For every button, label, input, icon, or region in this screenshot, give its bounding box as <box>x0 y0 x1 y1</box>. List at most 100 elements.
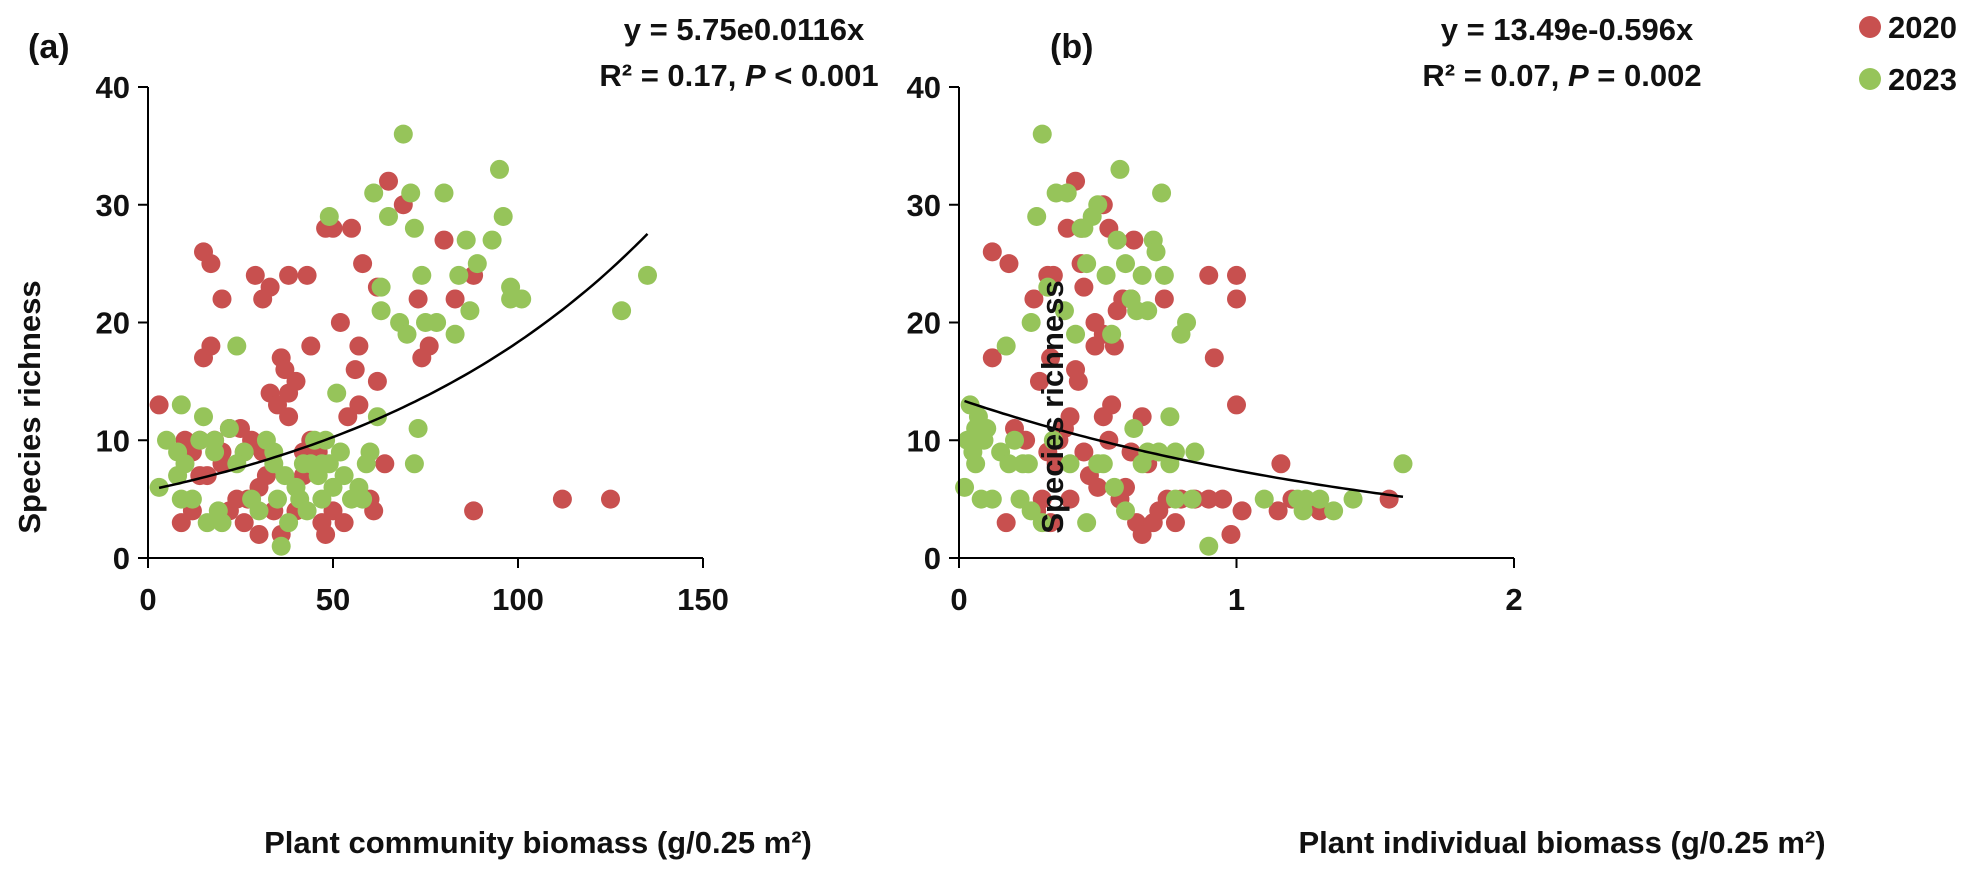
point-2023-b <box>1124 418 1144 438</box>
point-2023-a <box>456 230 476 250</box>
point-2023-b <box>1138 301 1158 321</box>
point-2020-a <box>316 524 336 544</box>
point-2023-a <box>379 207 398 227</box>
x-tick-label-b: 1 <box>1228 582 1245 617</box>
point-2023-a <box>297 501 317 521</box>
point-2023-a <box>404 218 424 238</box>
y-tick-label-a: 40 <box>96 70 130 105</box>
point-2020-b <box>996 513 1016 533</box>
point-2023-a <box>227 336 247 356</box>
point-2023-b <box>1154 265 1174 285</box>
point-2020-b <box>1046 454 1066 474</box>
point-2020-b <box>1060 407 1080 427</box>
point-2023-b <box>1043 430 1063 450</box>
point-2023-b <box>1027 207 1047 227</box>
axes-a <box>138 86 704 568</box>
point-2023-b <box>1018 454 1038 474</box>
point-2020-b <box>1029 371 1049 391</box>
point-2023-b <box>1077 254 1097 274</box>
point-2020-a <box>375 454 395 474</box>
point-2023-a <box>445 324 465 344</box>
point-2023-a <box>371 301 391 321</box>
x-axis-title-b: Plant individual biomass (g/0.25 m²) <box>1298 825 1825 860</box>
point-2020-b <box>1068 371 1088 391</box>
point-2020-a <box>434 230 454 250</box>
point-2023-a <box>490 159 509 179</box>
point-2023-b <box>1310 489 1330 509</box>
point-2023-a <box>271 536 291 556</box>
point-2023-a <box>612 301 632 321</box>
point-2020-a <box>334 513 354 533</box>
point-2023-b <box>1021 501 1041 521</box>
point-2020-b <box>1227 289 1246 309</box>
y-tick-label-b: 10 <box>907 423 941 458</box>
legend-label-2023: 2023 <box>1888 62 1957 97</box>
point-2020-b <box>1041 348 1061 368</box>
point-2023-a <box>434 183 454 203</box>
p-value-a: < 0.001 <box>766 58 879 93</box>
point-2023-b <box>1177 313 1197 332</box>
point-2023-a <box>512 289 532 309</box>
point-2023-a <box>219 418 239 438</box>
point-2020-a <box>445 289 465 309</box>
point-2023-b <box>1054 301 1074 321</box>
point-2020-b <box>1154 289 1174 309</box>
y-tick-label-a: 30 <box>96 188 130 223</box>
legend: 2020 2023 <box>1859 10 1957 97</box>
point-2020-b <box>1213 489 1233 509</box>
point-2023-a <box>449 265 469 285</box>
point-2023-b <box>1060 454 1080 474</box>
point-2023-b <box>1199 536 1219 556</box>
point-2023-a <box>467 254 487 274</box>
point-2023-a <box>330 442 350 462</box>
point-2020-b <box>1060 489 1080 509</box>
point-2023-a <box>404 454 424 474</box>
point-2020-b <box>1165 513 1185 533</box>
point-2023-a <box>412 265 432 285</box>
point-2020-b <box>1199 265 1219 285</box>
point-2020-a <box>301 336 321 356</box>
point-2023-b <box>1066 324 1086 344</box>
point-2023-a <box>460 301 480 321</box>
point-2023-a <box>327 383 347 403</box>
point-2023-a <box>371 277 391 297</box>
x-tick-labels-a: 0 50 100 150 <box>139 582 728 617</box>
point-2023-b <box>1165 489 1185 509</box>
stats-a: R² = 0.17, P < 0.001 <box>599 58 878 93</box>
y-tick-label-b: 40 <box>907 70 941 105</box>
point-2020-b <box>1124 230 1144 250</box>
point-2023-b <box>1132 265 1152 285</box>
point-2023-b <box>1116 501 1135 521</box>
point-2023-b <box>1160 407 1180 427</box>
y-axis-title-a: Species richness <box>12 280 47 533</box>
point-2020-a <box>464 501 484 521</box>
x-tick-label-a: 150 <box>677 582 729 617</box>
point-2023-a <box>279 513 299 533</box>
point-2023-a <box>364 183 384 203</box>
point-2023-a <box>401 183 421 203</box>
x-tick-label-a: 50 <box>316 582 350 617</box>
point-2023-b <box>1185 442 1205 462</box>
point-2020-a <box>234 513 254 533</box>
point-2023-a <box>175 454 195 474</box>
x-tick-label-a: 0 <box>139 582 156 617</box>
y-tick-label-a: 0 <box>113 541 130 576</box>
panel-b: (b) y = 13.49e-0.596x R² = 0.07, P = 0.0… <box>907 12 1826 860</box>
point-2020-b <box>1088 477 1108 497</box>
y-tick-label-a: 20 <box>96 306 130 341</box>
point-2020-b <box>1268 501 1288 521</box>
point-2023-a <box>205 442 225 462</box>
points-a <box>149 124 657 556</box>
x-tick-label-a: 100 <box>492 582 544 617</box>
point-2023-b <box>1057 183 1077 203</box>
point-2020-a <box>342 218 361 238</box>
point-2023-a <box>171 395 191 415</box>
trendline-a <box>158 233 649 490</box>
x-tick-labels-b: 0 1 2 <box>950 582 1522 617</box>
x-tick-label-b: 2 <box>1505 582 1522 617</box>
point-2023-b <box>1146 242 1166 262</box>
point-2023-a <box>212 513 232 533</box>
point-2023-b <box>1021 313 1041 332</box>
point-2020-a <box>275 360 295 380</box>
point-2023-b <box>1088 195 1108 215</box>
